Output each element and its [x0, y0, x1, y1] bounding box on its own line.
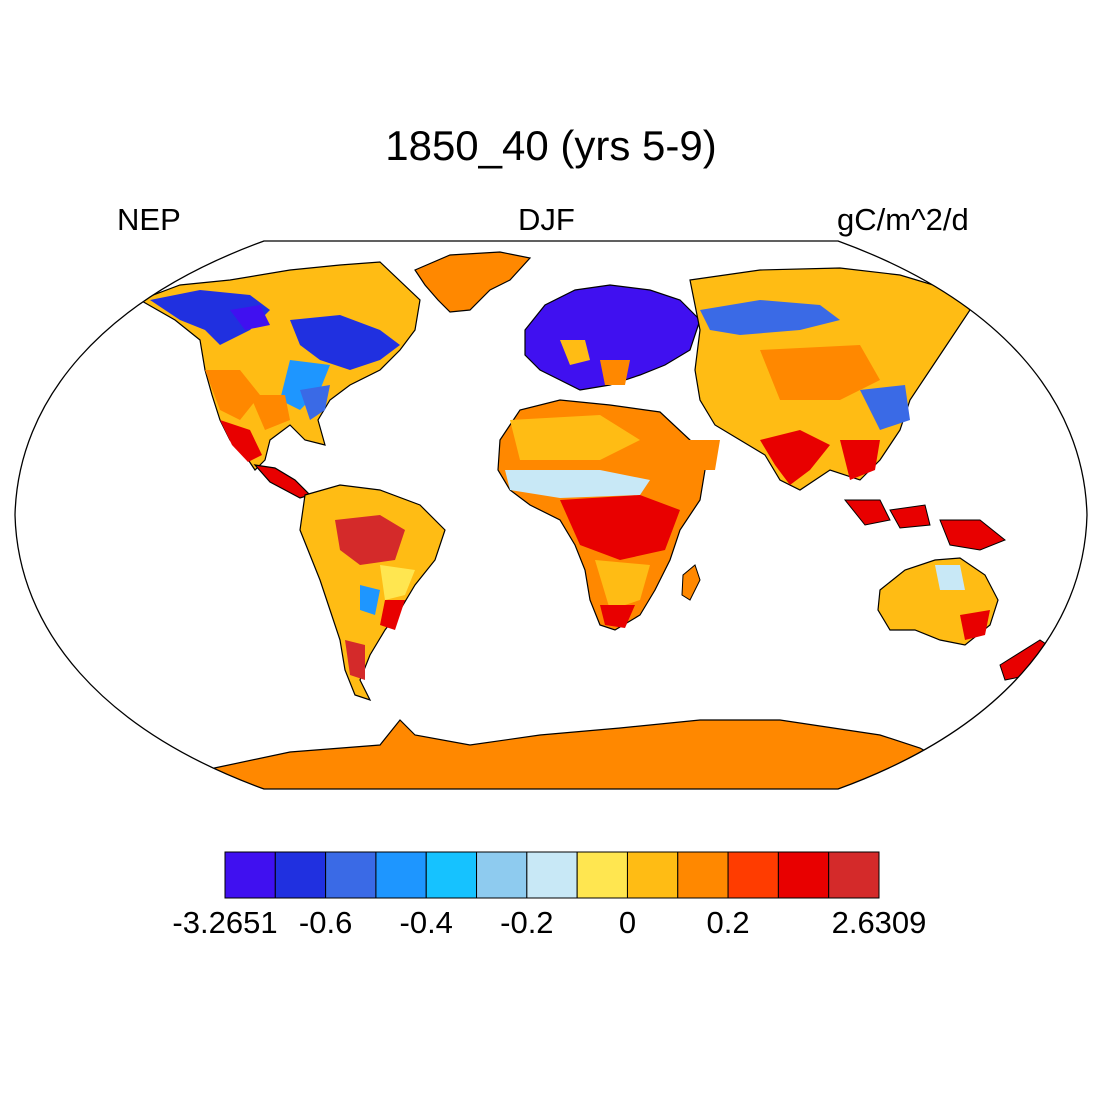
- plot-title: 1850_40 (yrs 5-9): [385, 122, 717, 169]
- units-label: gC/m^2/d: [837, 202, 969, 237]
- europe: [524, 284, 701, 391]
- colorbar-box-4: [425, 851, 478, 899]
- colorbar-label-6: 2.6309: [831, 905, 927, 940]
- colorbar-box-10: [727, 851, 779, 899]
- variable-label: NEP: [117, 202, 181, 237]
- season-label: DJF: [518, 202, 575, 237]
- colorbar-box-8: [626, 851, 679, 899]
- map-data-layer: [15, 241, 1087, 789]
- colorbar-box-7: [576, 851, 628, 899]
- colorbar-box-5: [476, 851, 528, 899]
- colorbar-label-0: -3.2651: [172, 905, 278, 940]
- colorbar-box-2: [325, 851, 377, 899]
- colorbar-box-12: [828, 851, 880, 899]
- colorbar-label-1: -0.6: [298, 905, 353, 940]
- colorbar-box-9: [677, 851, 729, 899]
- colorbar-label-3: -0.2: [500, 905, 554, 940]
- colorbar-label-5: 0.2: [706, 905, 750, 940]
- globe-outline: [14, 240, 1088, 790]
- colorbar-box-1: [274, 851, 327, 899]
- asia: [680, 267, 971, 491]
- greenland: [414, 251, 532, 313]
- maritime-southeast-asia: [843, 499, 1006, 551]
- north-america: [138, 261, 421, 471]
- colorbar-box-6: [526, 851, 578, 899]
- colorbar-label-4: 0: [618, 905, 637, 940]
- colorbar-box-11: [777, 851, 830, 899]
- south-america: [299, 484, 446, 702]
- colorbar-box-0: [224, 851, 276, 899]
- africa: [497, 399, 706, 631]
- colorbar-box-3: [375, 851, 427, 899]
- colorbar-label-2: -0.4: [399, 905, 453, 940]
- australia: [877, 557, 999, 646]
